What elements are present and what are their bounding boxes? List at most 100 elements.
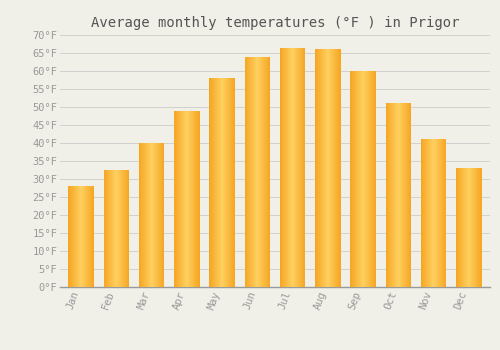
- Bar: [444, 139, 445, 287]
- Bar: [215, 78, 216, 287]
- Bar: [228, 78, 229, 287]
- Bar: [189, 111, 190, 287]
- Bar: [68, 186, 94, 287]
- Bar: [178, 111, 180, 287]
- Bar: [217, 78, 218, 287]
- Bar: [187, 111, 188, 287]
- Bar: [80, 186, 81, 287]
- Bar: [163, 143, 164, 287]
- Bar: [104, 170, 129, 287]
- Bar: [330, 49, 331, 287]
- Bar: [267, 57, 268, 287]
- Bar: [81, 186, 82, 287]
- Bar: [304, 48, 306, 287]
- Bar: [266, 57, 267, 287]
- Bar: [400, 103, 401, 287]
- Bar: [323, 49, 324, 287]
- Bar: [365, 71, 366, 287]
- Bar: [185, 111, 186, 287]
- Bar: [124, 170, 126, 287]
- Bar: [221, 78, 222, 287]
- Bar: [151, 143, 152, 287]
- Bar: [406, 103, 407, 287]
- Bar: [396, 103, 397, 287]
- Bar: [362, 71, 363, 287]
- Bar: [471, 168, 472, 287]
- Bar: [232, 78, 233, 287]
- Bar: [445, 139, 446, 287]
- Bar: [441, 139, 442, 287]
- Bar: [298, 48, 299, 287]
- Bar: [75, 186, 76, 287]
- Bar: [229, 78, 230, 287]
- Bar: [112, 170, 113, 287]
- Bar: [438, 139, 440, 287]
- Bar: [250, 57, 251, 287]
- Bar: [387, 103, 388, 287]
- Bar: [410, 103, 411, 287]
- Bar: [464, 168, 465, 287]
- Bar: [154, 143, 155, 287]
- Bar: [284, 48, 285, 287]
- Bar: [434, 139, 435, 287]
- Bar: [255, 57, 256, 287]
- Bar: [296, 48, 297, 287]
- Bar: [366, 71, 367, 287]
- Bar: [175, 111, 176, 287]
- Bar: [430, 139, 431, 287]
- Bar: [73, 186, 74, 287]
- Bar: [248, 57, 249, 287]
- Bar: [436, 139, 437, 287]
- Bar: [397, 103, 398, 287]
- Bar: [174, 111, 200, 287]
- Bar: [85, 186, 86, 287]
- Bar: [139, 143, 164, 287]
- Bar: [218, 78, 219, 287]
- Bar: [234, 78, 235, 287]
- Bar: [399, 103, 400, 287]
- Bar: [360, 71, 361, 287]
- Bar: [244, 57, 270, 287]
- Bar: [351, 71, 352, 287]
- Bar: [442, 139, 443, 287]
- Bar: [220, 78, 221, 287]
- Bar: [258, 57, 260, 287]
- Bar: [319, 49, 320, 287]
- Bar: [180, 111, 181, 287]
- Bar: [392, 103, 394, 287]
- Bar: [369, 71, 370, 287]
- Bar: [281, 48, 282, 287]
- Bar: [409, 103, 410, 287]
- Bar: [184, 111, 185, 287]
- Bar: [320, 49, 321, 287]
- Bar: [328, 49, 329, 287]
- Bar: [210, 78, 212, 287]
- Bar: [148, 143, 149, 287]
- Bar: [233, 78, 234, 287]
- Bar: [198, 111, 199, 287]
- Bar: [338, 49, 340, 287]
- Bar: [142, 143, 143, 287]
- Bar: [121, 170, 122, 287]
- Bar: [263, 57, 264, 287]
- Bar: [182, 111, 183, 287]
- Bar: [354, 71, 355, 287]
- Bar: [86, 186, 87, 287]
- Bar: [106, 170, 107, 287]
- Bar: [324, 49, 326, 287]
- Bar: [295, 48, 296, 287]
- Bar: [183, 111, 184, 287]
- Bar: [251, 57, 252, 287]
- Bar: [355, 71, 356, 287]
- Bar: [126, 170, 127, 287]
- Bar: [176, 111, 178, 287]
- Bar: [358, 71, 360, 287]
- Bar: [421, 139, 446, 287]
- Bar: [456, 168, 457, 287]
- Bar: [160, 143, 161, 287]
- Bar: [260, 57, 261, 287]
- Bar: [466, 168, 467, 287]
- Bar: [440, 139, 441, 287]
- Bar: [424, 139, 426, 287]
- Bar: [477, 168, 478, 287]
